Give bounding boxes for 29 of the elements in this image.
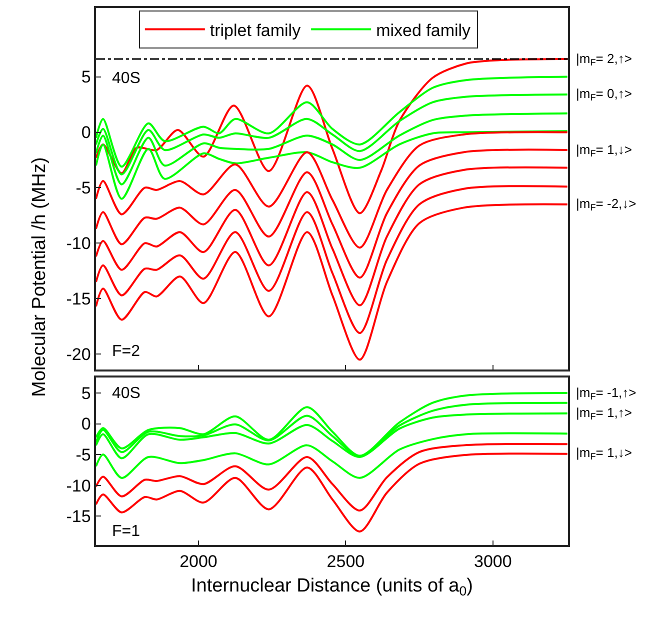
x-tick-label: 2500: [326, 552, 365, 572]
y-axis-title: Molecular Potential /h (MHz): [28, 157, 50, 397]
annotation: F=2: [112, 343, 140, 360]
legend-label: triplet family: [210, 20, 302, 40]
y-tick-label: -10: [66, 234, 91, 254]
annotation: F=1: [112, 523, 140, 540]
y-tick-label: -5: [76, 178, 91, 198]
y-tick-label: 5: [81, 68, 91, 87]
y-tick-label: -15: [66, 507, 91, 526]
text: |m$_{F}$= -2,↓>: [576, 196, 636, 213]
text: |m$_{F}$= 0,↑>: [576, 86, 632, 103]
y-tick-label: -20: [66, 345, 91, 364]
y-tick-label: 0: [81, 414, 91, 434]
x-tick-label: 2000: [180, 552, 218, 572]
y-tick-label: -10: [66, 476, 91, 496]
legend-label: mixed family: [376, 20, 472, 40]
y-tick-label: -15: [66, 290, 91, 309]
text: |m$_{F}$= 1,↑>: [576, 405, 632, 422]
text: |m$_{F}$= 1,↓>: [576, 445, 632, 462]
x-tick-label: 3000: [474, 552, 512, 572]
text: |m$_{F}$= 2,↑>: [576, 51, 632, 68]
y-tick-label: 5: [81, 384, 91, 403]
text: |m$_{F}$= -1,↑>: [576, 385, 636, 402]
text: |m$_{F}$= 1,↓>: [576, 142, 632, 159]
annotation: 40S: [112, 385, 140, 402]
y-tick-label: 0: [81, 123, 91, 142]
x-axis-title: Internuclear Distance (units of a$_{0}$): [191, 575, 473, 598]
y-tick-label: -5: [76, 445, 91, 464]
annotation: 40S: [112, 70, 140, 87]
